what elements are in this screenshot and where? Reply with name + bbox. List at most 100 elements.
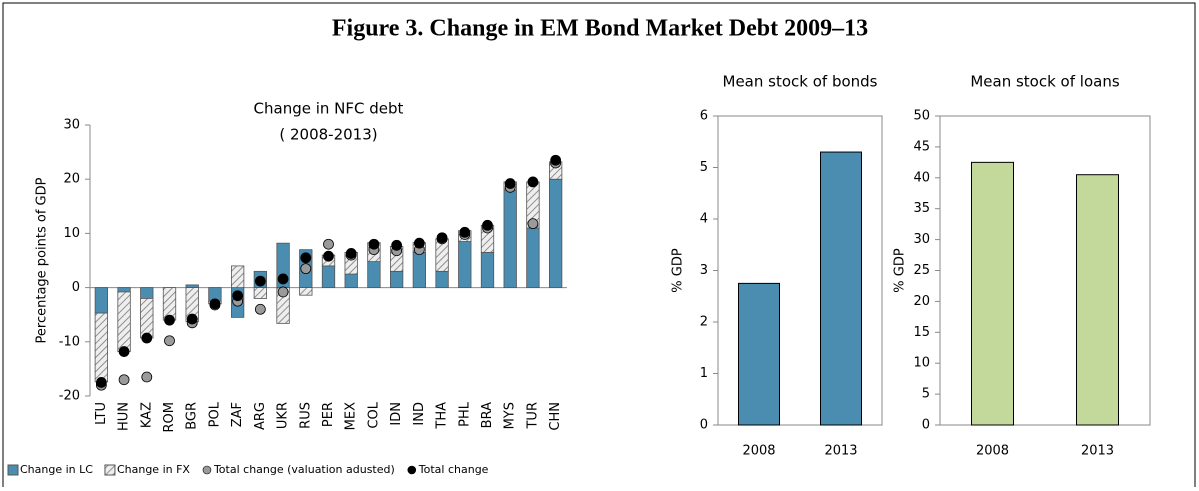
dot xyxy=(527,218,539,230)
bar-segment xyxy=(367,261,381,289)
dot xyxy=(254,275,266,287)
y-tick-label: 45 xyxy=(913,139,930,154)
dot xyxy=(277,286,289,298)
dot xyxy=(504,178,516,189)
x-tick-label: THA xyxy=(435,402,450,430)
bar-segment xyxy=(185,284,199,289)
dot xyxy=(300,252,312,264)
dot xyxy=(254,303,266,315)
y-tick-label: 2 xyxy=(700,315,708,330)
dot xyxy=(436,232,448,244)
legend-label: Change in FX xyxy=(117,463,190,476)
y-tick-label: 50 xyxy=(913,109,930,124)
dot xyxy=(164,314,175,326)
y-tick-label: 15 xyxy=(913,325,930,340)
y-tick-label: 30 xyxy=(913,232,930,247)
x-tick-label: BGR xyxy=(185,402,200,430)
bar-segment xyxy=(321,265,336,289)
bar-segment xyxy=(458,241,472,288)
bar xyxy=(971,161,1014,426)
y-tick-label: 4 xyxy=(700,212,708,227)
bar xyxy=(1076,174,1119,426)
y-tick-label: 20 xyxy=(63,172,80,187)
x-tick-label: BRA xyxy=(480,402,495,428)
y-tick-label: 0 xyxy=(72,280,80,295)
bar-segment xyxy=(94,312,109,383)
x-tick-label: HUN xyxy=(117,402,132,431)
dot xyxy=(323,250,334,262)
dot xyxy=(300,263,312,275)
x-tick-label: POL xyxy=(207,401,222,427)
x-tick-label: TUR xyxy=(525,402,540,430)
y-tick-label: 5 xyxy=(700,160,708,175)
legend-swatch xyxy=(104,464,116,476)
bar-segment xyxy=(548,178,563,288)
dot xyxy=(118,346,130,357)
y-tick-label: 35 xyxy=(913,201,930,216)
plot-frame xyxy=(939,115,1151,426)
x-tick-label: MYS xyxy=(503,402,518,429)
dot xyxy=(209,298,221,310)
dot xyxy=(118,374,130,386)
x-tick-label: 2013 xyxy=(1081,444,1114,459)
x-tick-label: IND xyxy=(412,402,427,426)
dot xyxy=(391,239,403,251)
bar-segment xyxy=(503,189,517,288)
legend-label: Total change (valuation adusted) xyxy=(213,463,395,476)
x-tick-label: PER xyxy=(321,402,336,427)
bar-segment xyxy=(480,251,495,288)
chart-subtitle: ( 2008-2013) xyxy=(279,126,377,144)
bar-segment xyxy=(526,227,540,288)
bar-segment xyxy=(117,287,131,293)
legend-swatch xyxy=(7,464,19,476)
x-tick-label: LTU xyxy=(94,402,109,425)
y-axis-label: % GDP xyxy=(671,248,686,293)
bar-segment xyxy=(117,291,131,352)
x-tick-label: UKR xyxy=(276,402,291,429)
y-axis-label: % GDP xyxy=(893,248,908,293)
y-tick-label: -10 xyxy=(59,334,80,349)
x-tick-label: 2008 xyxy=(976,444,1009,459)
x-tick-label: ZAF xyxy=(230,402,245,427)
x-tick-label: COL xyxy=(366,401,381,428)
y-tick-label: 40 xyxy=(913,170,930,185)
x-tick-label: 2013 xyxy=(824,444,857,459)
x-tick-label: IDN xyxy=(389,402,404,426)
plot-frame xyxy=(717,115,883,426)
y-tick-label: 0 xyxy=(922,418,930,433)
dot xyxy=(323,238,334,250)
bar-segment xyxy=(389,270,404,288)
chart-title: Mean stock of bonds xyxy=(723,73,878,91)
dot xyxy=(345,248,357,259)
y-tick-label: 30 xyxy=(63,118,80,133)
y-axis-label: Percentage points of GDP xyxy=(35,177,50,343)
y-tick-label: 6 xyxy=(700,109,708,124)
x-tick-label: PHL xyxy=(457,401,472,427)
figure-title: Figure 3. Change in EM Bond Market Debt … xyxy=(332,16,868,42)
bar-segment xyxy=(140,298,154,339)
y-tick-label: -20 xyxy=(59,389,80,404)
x-tick-label: RUS xyxy=(298,402,313,429)
y-tick-label: 10 xyxy=(913,356,930,371)
dot xyxy=(482,219,493,231)
y-tick-label: 5 xyxy=(922,387,930,402)
bar-segment xyxy=(344,273,358,288)
x-tick-label: KAZ xyxy=(139,402,154,428)
legend-label: Total change xyxy=(418,463,489,476)
legend-label: Change in LC xyxy=(20,463,93,476)
x-tick-label: ROM xyxy=(162,402,177,432)
y-tick-label: 10 xyxy=(63,226,80,241)
dot xyxy=(459,226,471,238)
y-tick-label: 20 xyxy=(913,294,930,309)
bar-segment xyxy=(140,287,154,299)
y-tick-label: 0 xyxy=(700,418,708,433)
dot xyxy=(232,290,244,302)
bar-segment xyxy=(230,265,245,289)
bar-segment xyxy=(435,270,449,288)
dot xyxy=(141,371,153,383)
dot xyxy=(413,237,425,249)
dot xyxy=(550,154,562,166)
bar-segment xyxy=(94,287,109,314)
bar-segment xyxy=(299,287,313,296)
